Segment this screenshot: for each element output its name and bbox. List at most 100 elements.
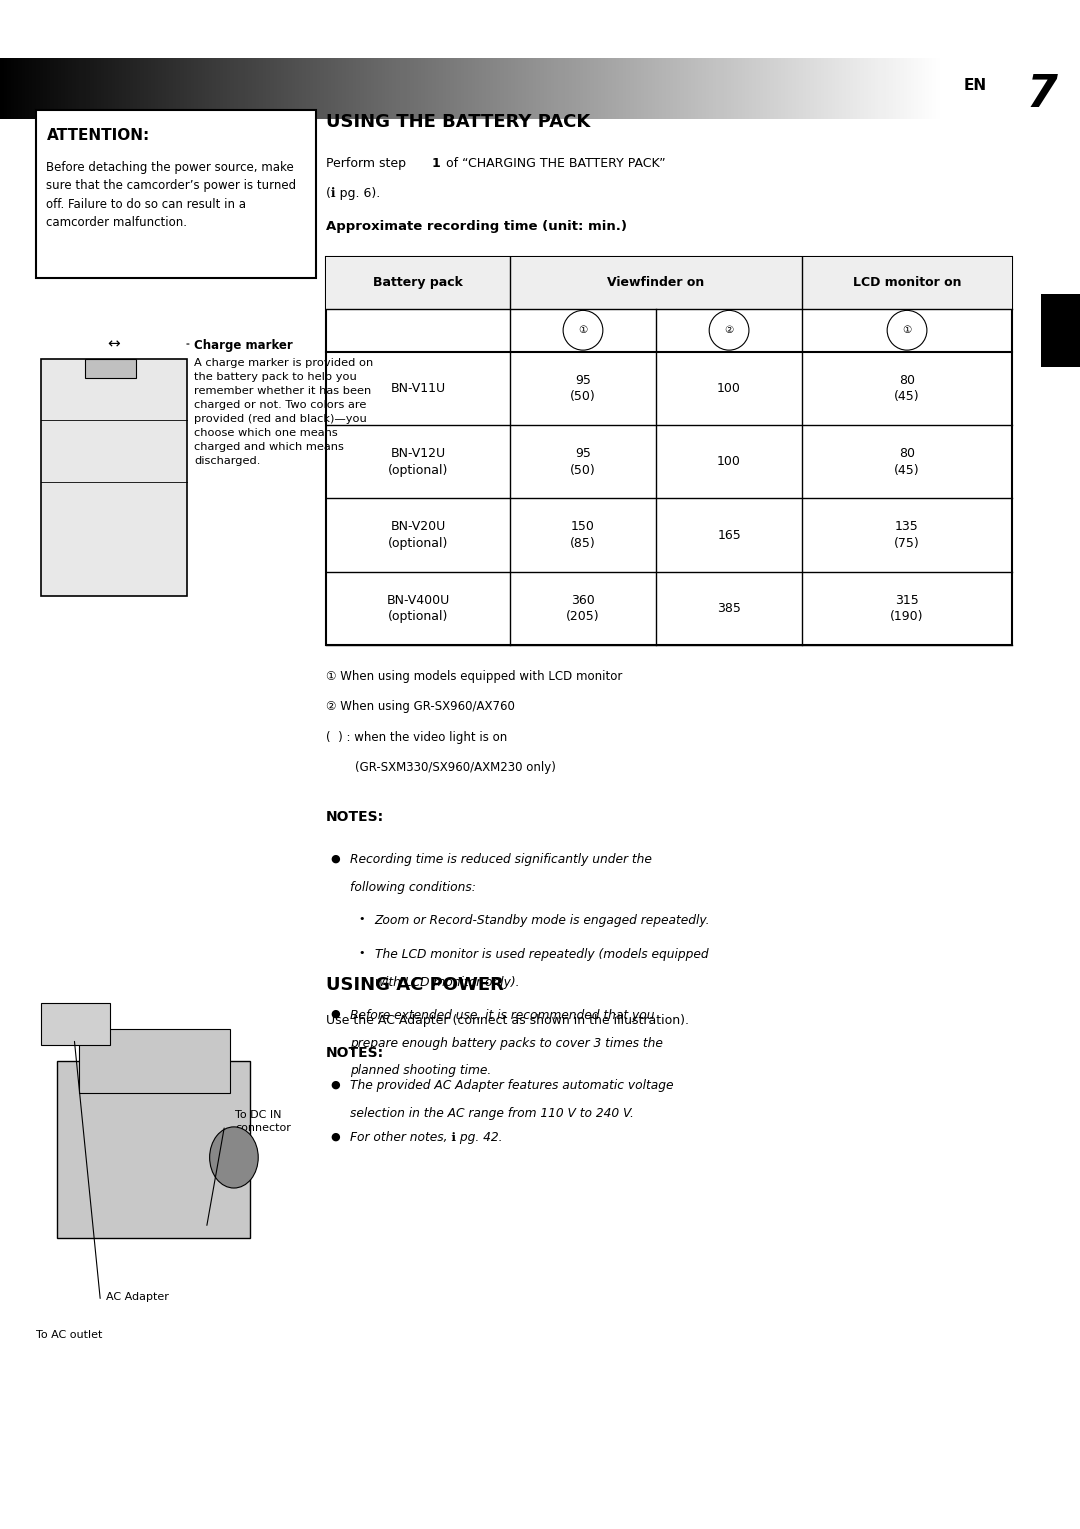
Text: Battery pack: Battery pack (373, 277, 463, 289)
Bar (688, 58, 691, 119)
Bar (872, 58, 875, 119)
Bar (180, 58, 184, 119)
Bar (472, 58, 475, 119)
Bar (562, 58, 565, 119)
Bar (202, 58, 205, 119)
Bar (918, 58, 921, 119)
Ellipse shape (210, 1127, 258, 1188)
Bar (29, 58, 32, 119)
Bar (126, 58, 130, 119)
Bar (8, 58, 11, 119)
Bar (623, 58, 626, 119)
Bar (273, 58, 278, 119)
Text: BN-V20U
(optional): BN-V20U (optional) (388, 520, 448, 550)
Bar (54, 58, 57, 119)
Bar (302, 58, 306, 119)
Bar (219, 58, 224, 119)
Bar (648, 58, 651, 119)
Bar (670, 58, 673, 119)
Bar (327, 58, 332, 119)
Bar (170, 58, 173, 119)
Bar (3, 58, 8, 119)
Bar (94, 58, 97, 119)
Text: Before detaching the power source, make
sure that the camcorder’s power is turne: Before detaching the power source, make … (46, 161, 297, 229)
Bar (921, 58, 926, 119)
Bar (111, 58, 116, 119)
Bar (558, 58, 562, 119)
Bar (367, 58, 370, 119)
Bar (489, 58, 494, 119)
Bar (105, 58, 108, 119)
Bar (753, 58, 756, 119)
Bar (378, 58, 381, 119)
Bar (18, 58, 22, 119)
Bar (162, 58, 165, 119)
Bar (364, 58, 367, 119)
Text: 360
(205): 360 (205) (566, 593, 599, 624)
Bar (889, 58, 893, 119)
Bar (84, 359, 136, 378)
Text: AC Adapter: AC Adapter (106, 1292, 168, 1303)
Text: 95
(50): 95 (50) (570, 446, 596, 477)
Text: ●: ● (330, 1079, 340, 1090)
Bar (832, 58, 835, 119)
Bar (326, 257, 1012, 309)
Bar (116, 58, 119, 119)
Bar (40, 58, 43, 119)
Bar (748, 58, 753, 119)
Bar (234, 58, 238, 119)
Bar (511, 58, 515, 119)
Bar (774, 58, 778, 119)
Bar (716, 58, 720, 119)
Bar (36, 110, 316, 278)
Bar (915, 58, 918, 119)
Bar (41, 1003, 110, 1046)
Bar (184, 58, 187, 119)
Bar (281, 58, 284, 119)
Bar (230, 58, 234, 119)
Bar (97, 58, 100, 119)
Bar (1062, 58, 1066, 119)
Bar (32, 58, 36, 119)
Bar (450, 58, 454, 119)
Bar (792, 58, 796, 119)
Bar (720, 58, 724, 119)
Bar (867, 58, 872, 119)
Text: Recording time is reduced significantly under the: Recording time is reduced significantly … (350, 853, 652, 867)
Bar (65, 58, 68, 119)
Text: •: • (359, 914, 365, 925)
Bar (1026, 58, 1029, 119)
Bar (443, 58, 446, 119)
Bar (418, 58, 421, 119)
Text: NOTES:: NOTES: (326, 810, 384, 824)
Bar (400, 58, 403, 119)
Bar (36, 58, 40, 119)
Bar (810, 58, 813, 119)
Bar (76, 58, 79, 119)
Bar (954, 58, 958, 119)
Bar (1077, 58, 1080, 119)
Bar (310, 58, 313, 119)
Bar (864, 58, 867, 119)
Bar (990, 58, 994, 119)
Bar (500, 58, 504, 119)
Bar (799, 58, 802, 119)
Text: 80
(45): 80 (45) (894, 446, 920, 477)
Bar (241, 58, 245, 119)
Bar (392, 58, 396, 119)
Bar (176, 58, 180, 119)
Bar (640, 58, 645, 119)
Bar (731, 58, 734, 119)
Bar (576, 58, 580, 119)
Text: BN-V11U: BN-V11U (391, 382, 446, 394)
Bar (526, 58, 529, 119)
Bar (1004, 58, 1008, 119)
Bar (270, 58, 273, 119)
Bar (543, 58, 548, 119)
Bar (572, 58, 576, 119)
Bar (461, 58, 464, 119)
Bar (151, 58, 154, 119)
Bar (846, 58, 850, 119)
Bar (353, 58, 356, 119)
Bar (11, 58, 14, 119)
